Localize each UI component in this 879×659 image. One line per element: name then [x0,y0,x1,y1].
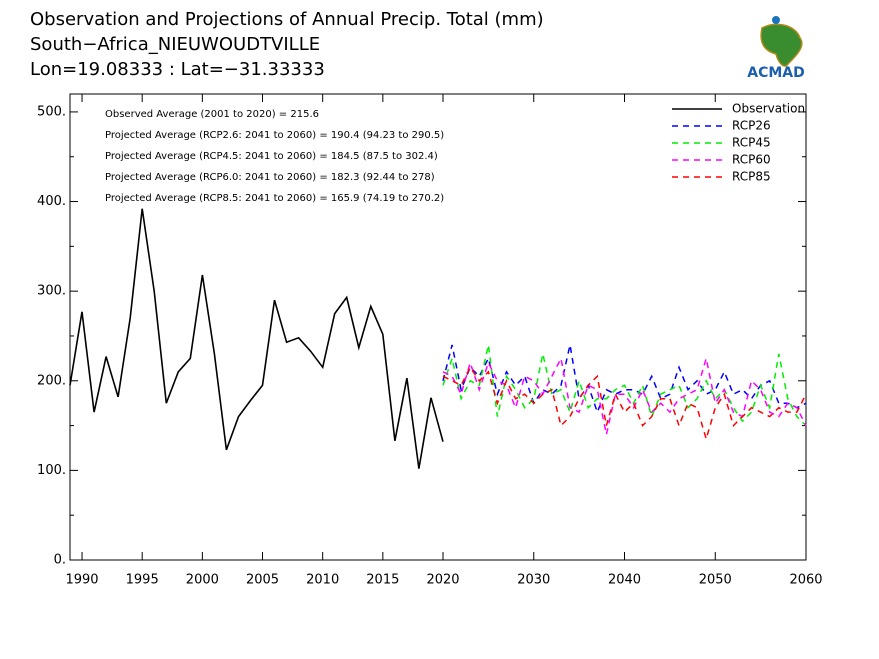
annotation: Projected Average (RCP8.5: 2041 to 2060)… [105,193,444,204]
x-tick-label: 2005 [246,573,279,588]
x-tick-label: 2000 [186,573,219,588]
annotation: Observed Average (2001 to 2020) = 215.6 [105,109,319,120]
x-tick-label: 2015 [366,573,399,588]
y-tick-label: 400. [37,194,66,209]
data-line [442,344,807,415]
x-tick-label: 2030 [517,573,550,588]
legend-label: RCP45 [732,136,771,150]
x-tick-label: 2050 [699,573,732,588]
legend-label: RCP85 [732,170,771,184]
y-tick-label: 0. [54,553,66,568]
x-tick-label: 2010 [306,573,339,588]
chart-title: Observation and Projections of Annual Pr… [30,9,544,30]
annotation: Projected Average (RCP4.5: 2041 to 2060)… [105,151,438,162]
data-line [442,365,807,442]
x-tick-label: 2020 [426,573,459,588]
data-line [442,344,807,427]
annotation: Projected Average (RCP2.6: 2041 to 2060)… [105,130,444,141]
data-line [442,356,807,435]
data-line [69,208,444,469]
legend-label: RCP26 [732,119,771,133]
y-tick-label: 200. [37,373,66,388]
legend-label: RCP60 [732,153,771,167]
y-tick-label: 500. [37,104,66,119]
chart-subtitle: Lon=19.08333 : Lat=−31.33333 [30,59,325,80]
chart-subtitle: South−Africa_NIEUWOUDTVILLE [30,34,320,55]
logo: ACMAD [747,16,805,81]
logo-text: ACMAD [747,65,805,81]
y-tick-label: 300. [37,284,66,299]
x-tick-label: 1995 [126,573,159,588]
annotation: Projected Average (RCP6.0: 2041 to 2060)… [105,172,435,183]
y-tick-label: 100. [37,463,66,478]
legend-label: Observation [732,102,805,116]
x-tick-label: 2060 [789,573,822,588]
plot-frame [69,93,807,561]
x-tick-label: 1990 [65,573,98,588]
x-tick-label: 2040 [608,573,641,588]
